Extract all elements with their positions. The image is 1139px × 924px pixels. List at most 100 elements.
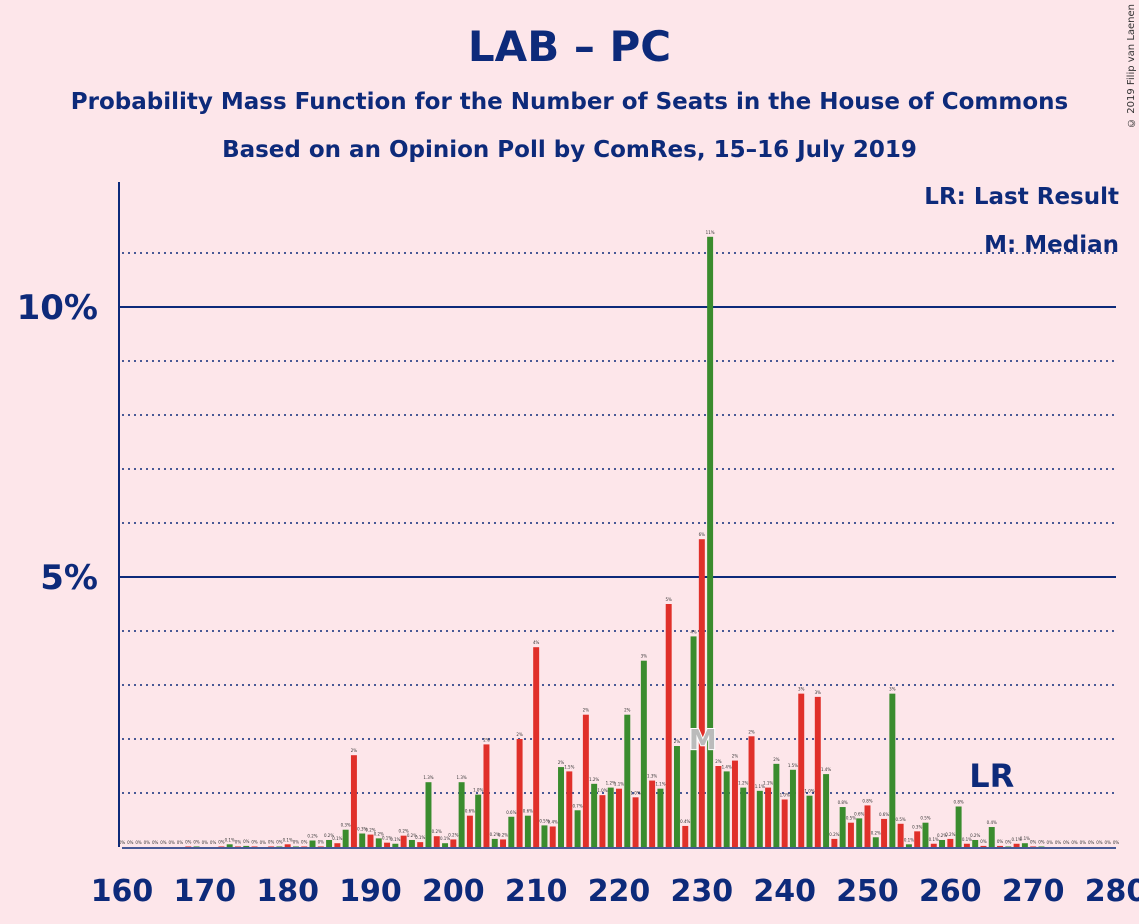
bar-seat-254: [897, 823, 904, 847]
bar-value-label: 0%: [1055, 840, 1062, 845]
bar-seat-186: [334, 843, 341, 847]
bar-value-label: 0%: [235, 839, 242, 844]
x-tick-label: 160: [91, 874, 154, 909]
bar-seat-256: [914, 831, 921, 847]
bar-seat-218: [599, 795, 606, 847]
bar-seat-185: [326, 839, 333, 847]
x-tick-label: 250: [836, 874, 899, 909]
bar-seat-203: [475, 794, 482, 847]
bar-seat-261: [955, 806, 962, 847]
bar-seat-234: [731, 760, 738, 847]
bar-value-label: 1.1%: [655, 782, 665, 787]
bar-value-label: 1.2%: [738, 781, 748, 786]
bar-value-label: 0%: [1105, 840, 1112, 845]
bar-value-label: 2%: [674, 739, 681, 744]
bar-value-label: 0.3%: [357, 827, 367, 832]
bar-value-label: 0.2%: [399, 829, 409, 834]
bar-seat-249: [856, 818, 863, 847]
bar-value-label: 0%: [1071, 840, 1078, 845]
bar-value-label: 0%: [202, 840, 209, 845]
bar-seat-184: [317, 846, 324, 847]
bar-seat-192: [384, 842, 391, 847]
bar-value-label: 0%: [276, 839, 283, 844]
bar-value-label: 0%: [301, 839, 308, 844]
bar-value-label: 0.1%: [962, 837, 972, 842]
legend-last-result: LR: Last Result: [924, 184, 1119, 210]
bar-seat-198: [433, 836, 440, 847]
bar-value-label: 0.5%: [920, 816, 930, 821]
y-tick-label: 5%: [40, 558, 98, 598]
bar-seat-176: [251, 846, 258, 847]
bar-value-label: 1.1%: [755, 784, 765, 789]
last-result-marker: LR: [969, 757, 1014, 795]
bar-seat-243: [806, 795, 813, 847]
bar-seat-246: [831, 838, 838, 847]
bar-value-label: 0%: [293, 839, 300, 844]
bar-seat-217: [591, 783, 598, 847]
bar-value-label: 0%: [260, 840, 267, 845]
bar-value-label: 0.2%: [871, 830, 881, 835]
bar-seat-179: [276, 846, 283, 847]
bar-seat-240: [781, 799, 788, 847]
median-marker-outline: M: [689, 723, 717, 756]
bar-seat-191: [375, 838, 382, 847]
bar-value-label: 0.2%: [498, 832, 508, 837]
bar-value-label: 0.6%: [854, 811, 864, 816]
bar-seat-250: [864, 805, 871, 847]
bar-value-label: 0.1%: [1020, 836, 1030, 841]
bar-seat-253: [889, 693, 896, 847]
bar-value-label: 1.0%: [597, 788, 607, 793]
bar-value-label: 1.3%: [457, 775, 467, 780]
bar-seat-247: [839, 807, 846, 847]
bar-value-label: 2%: [516, 732, 523, 737]
bar-value-label: 0%: [268, 839, 275, 844]
bar-value-label: 0.8%: [838, 800, 848, 805]
bar-seat-257: [922, 822, 929, 847]
x-tick-label: 200: [422, 874, 485, 909]
bar-seat-174: [234, 846, 241, 847]
bar-value-label: 0.1%: [415, 835, 425, 840]
bar-value-label: 1.2%: [589, 777, 599, 782]
x-tick-label: 230: [671, 874, 734, 909]
bar-value-label: 2%: [773, 757, 780, 762]
bar-value-label: 0%: [318, 839, 325, 844]
bar-value-label: 1.3%: [647, 774, 657, 779]
bar-value-label: 0.1%: [929, 837, 939, 842]
bar-value-label: 0%: [210, 840, 217, 845]
bar-seat-194: [400, 835, 407, 847]
chart-subtitle-source: Based on an Opinion Poll by ComRes, 15–1…: [222, 137, 917, 163]
bar-value-label: 0.6%: [465, 809, 475, 814]
bar-seat-270: [1030, 846, 1037, 847]
bar-seat-244: [814, 696, 821, 847]
bar-seat-269: [1021, 843, 1028, 847]
bar-seat-263: [972, 839, 979, 847]
bar-seat-241: [789, 769, 796, 847]
bar-seat-223: [640, 660, 647, 847]
bar-value-label: 0.1%: [440, 836, 450, 841]
bar-value-label: 11%: [706, 230, 715, 235]
bar-value-label: 0%: [119, 840, 126, 845]
bar-value-label: 0.2%: [829, 832, 839, 837]
bar-seat-169: [193, 846, 200, 847]
bar-value-label: 1.0%: [804, 789, 814, 794]
bar-seat-199: [442, 843, 449, 847]
bar-value-label: 0.1%: [390, 837, 400, 842]
bar-value-label: 0.2%: [407, 833, 417, 838]
bar-seat-252: [881, 818, 888, 847]
bar-seat-211: [541, 825, 548, 847]
bar-value-label: 1.0%: [473, 788, 483, 793]
bar-seat-260: [947, 838, 954, 847]
bar-seat-204: [483, 744, 490, 847]
bar-seat-271: [1038, 846, 1045, 847]
bar-value-label: 2%: [483, 737, 490, 742]
bar-seat-195: [408, 839, 415, 847]
bar-value-label: 0%: [185, 839, 192, 844]
bar-value-label: 0.1%: [904, 837, 914, 842]
bar-value-label: 0%: [127, 840, 134, 845]
x-tick-label: 180: [256, 874, 319, 909]
bar-value-label: 0.1%: [225, 837, 235, 842]
bar-seat-255: [905, 844, 912, 847]
bar-value-label: 0.2%: [970, 833, 980, 838]
chart-title: LAB – PC: [467, 22, 672, 71]
bar-value-label: 0.2%: [945, 832, 955, 837]
